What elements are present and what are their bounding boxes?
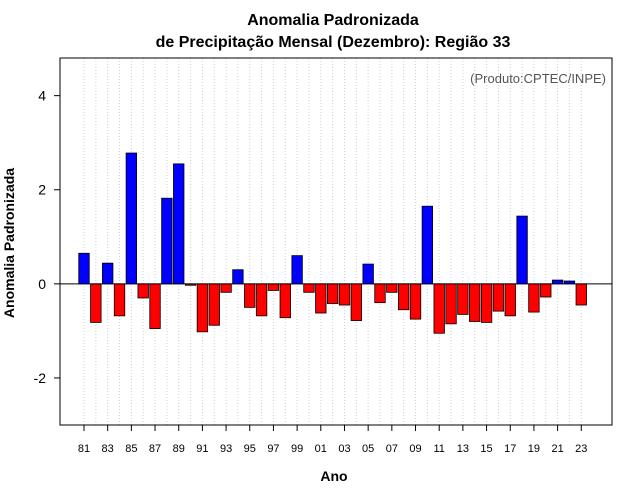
bar-92: [208, 283, 220, 326]
y-tick-label: -2: [34, 370, 47, 386]
x-tick-label-15: 15: [480, 443, 492, 455]
y-axis-label: Anomalia Padronizada: [1, 168, 17, 318]
bar-15: [480, 283, 493, 323]
x-tick-label-11: 11: [433, 443, 444, 455]
x-tick-label-91: 91: [196, 443, 208, 455]
y-tick-label: 4: [38, 88, 46, 104]
bar-13: [457, 283, 469, 315]
x-tick-label-81: 81: [78, 443, 90, 455]
x-tick-label-07: 07: [386, 443, 398, 455]
bar-99: [291, 255, 303, 285]
bar-09: [409, 283, 422, 320]
x-tick-label-85: 85: [125, 443, 137, 455]
x-tick-label-05: 05: [362, 443, 374, 455]
x-tick-label-01: 01: [315, 443, 327, 455]
bar-18: [516, 215, 528, 285]
bar-94: [232, 269, 244, 285]
x-tick-label-89: 89: [173, 443, 185, 455]
x-tick-label-13: 13: [457, 443, 469, 455]
bar-84: [113, 283, 126, 317]
x-tick-label-17: 17: [504, 443, 516, 455]
y-axis: -2 0 2 4: [34, 88, 60, 386]
bar-16: [492, 283, 505, 312]
bar-04: [350, 283, 362, 321]
bar-23: [575, 283, 587, 306]
x-axis-label: Ano: [320, 468, 347, 484]
bar-00: [303, 283, 315, 293]
bar-93: [220, 283, 232, 293]
bar-08: [398, 283, 410, 311]
x-tick-label-09: 09: [409, 443, 421, 455]
bar-91: [196, 283, 209, 333]
bar-21: [551, 279, 564, 285]
y-tick-label: 2: [38, 182, 46, 198]
x-tick-label-21: 21: [551, 443, 563, 455]
bar-88: [161, 197, 173, 285]
bar-98: [279, 283, 291, 319]
bars: [78, 152, 587, 334]
plot-frame: [59, 57, 613, 426]
bar-86: [137, 283, 149, 299]
x-tick-label-83: 83: [102, 443, 114, 455]
bar-81: [78, 252, 90, 285]
x-tick-label-23: 23: [575, 443, 587, 455]
bar-12: [445, 283, 457, 325]
bar-20: [540, 283, 552, 298]
bar-19: [528, 283, 540, 313]
bar-97: [267, 283, 280, 291]
vertical-grid: [83, 58, 582, 425]
y-tick-label: 0: [38, 276, 46, 292]
x-tick-label-19: 19: [528, 443, 540, 455]
source-annotation: (Produto:CPTEC/INPE): [470, 71, 606, 86]
bar-10: [421, 205, 434, 285]
x-tick-label-03: 03: [338, 443, 350, 455]
x-tick-label-87: 87: [149, 443, 161, 455]
bar-01: [315, 283, 327, 314]
bar-11: [433, 283, 445, 334]
bar-02: [326, 283, 339, 305]
bar-05: [362, 263, 374, 285]
chart-subtitle: de Precipitação Mensal (Dezembro): Regiã…: [156, 34, 511, 51]
bar-17: [504, 283, 516, 317]
bar-14: [469, 283, 481, 322]
x-tick-label-93: 93: [220, 443, 232, 455]
x-tick-label-99: 99: [291, 443, 303, 455]
bar-03: [338, 283, 351, 306]
x-tick-label-95: 95: [244, 443, 256, 455]
bar-96: [255, 283, 268, 317]
bar-82: [90, 283, 102, 323]
x-tick-label-97: 97: [267, 443, 279, 455]
bar-89: [173, 163, 185, 285]
bar-87: [149, 283, 161, 329]
bar-06: [374, 283, 386, 304]
bar-83: [102, 262, 114, 285]
bar-07: [386, 283, 398, 293]
bar-85: [125, 152, 138, 285]
x-axis: 81 83 85 87 89 91 93 95 97 99 01 03 05 07 09 11 13 15 17 19…: [78, 425, 587, 455]
chart-title: Anomalia Padronizada: [247, 12, 419, 29]
bar-95: [244, 283, 256, 308]
